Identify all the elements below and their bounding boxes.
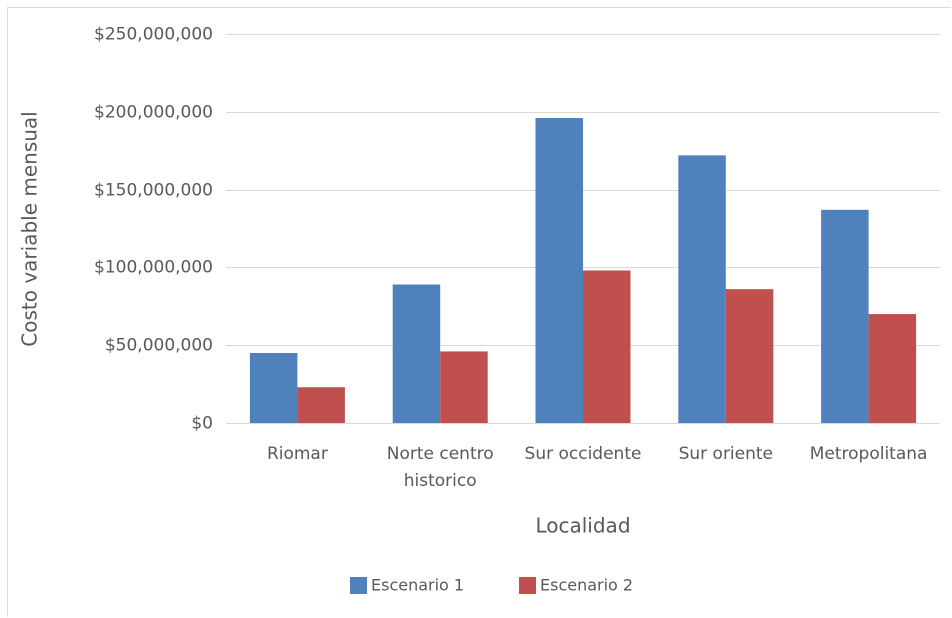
- chart-frame: [7, 7, 951, 617]
- bar: [535, 118, 583, 424]
- x-axis-title: Localidad: [535, 514, 630, 538]
- bar: [392, 284, 441, 423]
- bar: [678, 155, 726, 424]
- bars: [249, 118, 917, 424]
- x-axis-categories: Riomar Norte centro historico Sur occidente…: [267, 444, 928, 491]
- y-tick-label: $100,000,000: [94, 258, 213, 278]
- legend-label: Escenario 2: [540, 576, 633, 595]
- x-tick-label: Sur occidente: [525, 444, 642, 464]
- legend-swatch: [519, 577, 536, 594]
- y-tick-label: $250,000,000: [94, 25, 213, 45]
- bar: [440, 351, 488, 423]
- y-tick-label: $50,000,000: [105, 336, 213, 356]
- bar: [583, 270, 631, 423]
- bar: [725, 289, 774, 423]
- y-tick-label: $200,000,000: [94, 103, 213, 123]
- bar: [297, 387, 345, 423]
- x-tick-label: Norte centro: [387, 444, 494, 464]
- x-tick-label: Riomar: [267, 444, 328, 464]
- bar: [249, 352, 298, 423]
- y-tick-label: $0: [191, 414, 213, 434]
- bar: [868, 314, 917, 423]
- legend-label: Escenario 1: [371, 576, 464, 595]
- y-axis-title: Costo variable mensual: [18, 111, 42, 346]
- bar: [821, 209, 869, 423]
- x-tick-label: historico: [404, 471, 477, 491]
- legend-swatch: [350, 577, 367, 594]
- x-tick-label: Sur oriente: [679, 444, 773, 464]
- y-axis-ticks: $0 $50,000,000 $100,000,000 $150,000,000 $20…: [94, 25, 213, 434]
- x-tick-label: Metropolitana: [810, 444, 928, 464]
- y-tick-label: $150,000,000: [94, 181, 213, 201]
- legend: Escenario 1 Escenario 2: [350, 576, 633, 595]
